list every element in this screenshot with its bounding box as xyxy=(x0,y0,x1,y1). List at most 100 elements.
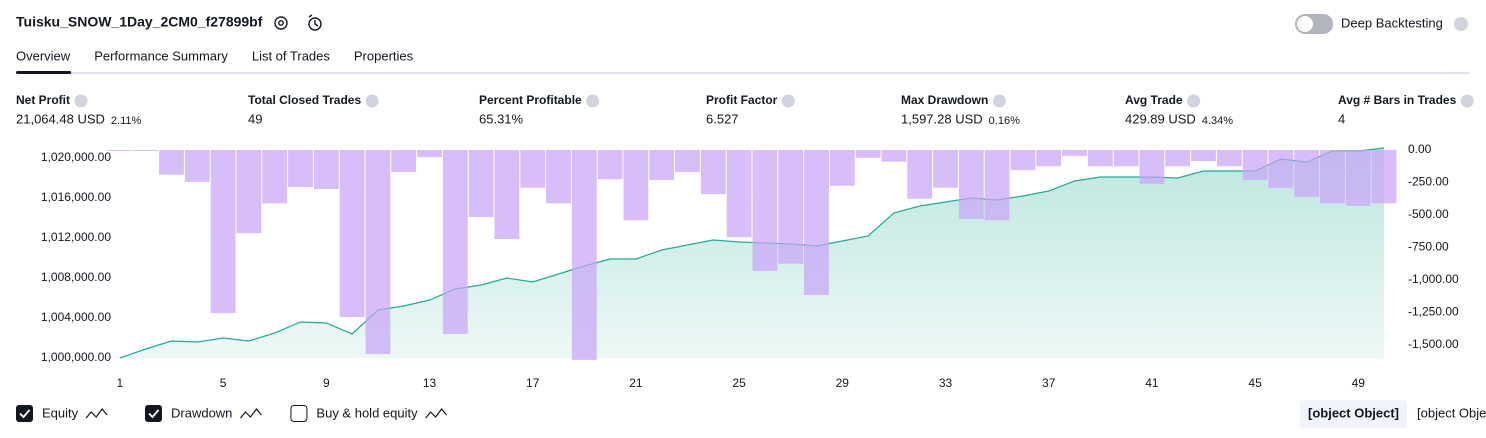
tab[interactable]: Performance Summary xyxy=(94,48,228,63)
drawdown-bar xyxy=(1294,150,1320,197)
y2-tick-label: 0.00 xyxy=(1408,142,1432,156)
drawdown-bar xyxy=(520,150,546,188)
drawdown-bar xyxy=(675,150,700,173)
drawdown-bar xyxy=(313,150,339,189)
drawdown-bar xyxy=(133,150,159,151)
x-tick-label: 45 xyxy=(1248,376,1262,390)
drawdown-bar xyxy=(752,150,778,271)
metric-change: 2.11% xyxy=(111,115,142,127)
y2-tick-label: -1,000.00 xyxy=(1408,272,1459,286)
deep-backtesting-toggle[interactable] xyxy=(1295,14,1333,34)
x-tick-label: 1 xyxy=(117,376,124,390)
x-tick-label: 49 xyxy=(1352,376,1366,390)
drawdown-bar xyxy=(184,150,210,182)
metric-value: 6.527 xyxy=(706,111,739,126)
drawdown-bar xyxy=(1165,150,1191,167)
drawdown-bar xyxy=(1062,150,1087,156)
metric-value: 1,597.28 USD xyxy=(901,111,983,126)
x-tick-label: 37 xyxy=(1042,376,1056,390)
metric-value: 49 xyxy=(248,111,262,126)
x-tick-label: 33 xyxy=(939,376,953,390)
drawdown-bar xyxy=(597,150,623,180)
y-tick-label: 1,020,000.00 xyxy=(41,150,111,164)
drawdown-bar xyxy=(1087,150,1113,167)
drawdown-bar xyxy=(1010,150,1036,171)
y-tick-label: 1,016,000.00 xyxy=(41,190,111,204)
y2-tick-label: -750.00 xyxy=(1408,240,1449,254)
legend-icon xyxy=(425,408,448,419)
drawdown-bar xyxy=(907,150,933,199)
drawdown-bar xyxy=(984,150,1010,221)
drawdown-bar xyxy=(855,150,881,158)
drawdown-bar xyxy=(339,150,365,318)
drawdown-bar xyxy=(442,150,468,334)
drawdown-bar xyxy=(417,150,442,158)
x-tick-label: 5 xyxy=(220,376,227,390)
toggle-label: Deep Backtesting xyxy=(1341,15,1443,30)
info-icon xyxy=(992,94,1006,108)
y-tick-label: 1,012,000.00 xyxy=(41,230,111,244)
drawdown-bar xyxy=(468,150,494,217)
x-tick-label: 21 xyxy=(629,376,643,390)
metric-label: Total Closed Trades xyxy=(248,93,361,107)
legend-icon xyxy=(239,408,262,419)
drawdown-bar xyxy=(1242,150,1268,180)
drawdown-bar xyxy=(778,150,804,264)
scale-button[interactable]: [object Object] xyxy=(1308,405,1399,420)
legend-toggle[interactable]: Equity xyxy=(16,405,108,422)
y-tick-label: 1,000,000.00 xyxy=(41,350,111,364)
drawdown-bar xyxy=(262,150,288,204)
info-icon xyxy=(365,94,379,108)
checkmark xyxy=(148,409,160,419)
drawdown-bar xyxy=(571,150,597,360)
drawdown-bar xyxy=(1268,150,1294,188)
metric-label: Max Drawdown xyxy=(901,93,988,107)
metric-value: 429.89 USD xyxy=(1125,111,1196,126)
metric-value: 21,064.48 USD xyxy=(16,111,105,126)
scale-button[interactable]: [object Object] xyxy=(1417,405,1486,420)
equity-line xyxy=(119,147,1385,359)
drawdown-bar xyxy=(881,150,907,162)
drawdown-bar xyxy=(1113,150,1139,167)
info-icon xyxy=(1187,94,1201,108)
tab[interactable]: Overview xyxy=(16,48,71,63)
checkmark xyxy=(19,409,31,419)
strategy-title: Tuisku_SNOW_1Day_2CM0_f27899bf xyxy=(16,14,263,30)
metric-value: 4 xyxy=(1338,111,1345,126)
y2-tick-label: -500.00 xyxy=(1408,207,1449,221)
drawdown-bar xyxy=(1036,150,1062,167)
tab[interactable]: List of Trades xyxy=(252,48,331,63)
legend-label: Buy & hold equity xyxy=(316,405,418,420)
drawdown-bar xyxy=(210,150,236,314)
y-tick-label: 1,004,000.00 xyxy=(41,310,111,324)
info-icon xyxy=(586,94,600,108)
x-tick-label: 9 xyxy=(323,376,330,390)
drawdown-bar xyxy=(700,150,726,195)
legend-toggle[interactable]: Drawdown xyxy=(145,405,262,422)
legend-label: Drawdown xyxy=(171,405,232,420)
settings-icon[interactable] xyxy=(274,16,288,30)
metric-label: Avg # Bars in Trades xyxy=(1338,93,1457,107)
drawdown-bar xyxy=(829,150,855,186)
drawdown-bar xyxy=(546,150,571,204)
drawdown-bar xyxy=(958,150,984,219)
drawdown-bar xyxy=(1345,150,1371,206)
y2-tick-label: -250.00 xyxy=(1408,175,1449,189)
metric-label: Net Profit xyxy=(16,93,70,107)
drawdown-bar xyxy=(649,150,675,180)
help-icon[interactable] xyxy=(1454,17,1468,31)
drawdown-bar xyxy=(804,150,829,295)
active-tab-underline xyxy=(16,71,72,74)
y2-tick-label: -1,500.00 xyxy=(1408,337,1459,351)
drawdown-bar xyxy=(1320,150,1345,204)
metric-value: 65.31% xyxy=(479,111,524,126)
drawdown-bar xyxy=(494,150,520,240)
tab[interactable]: Properties xyxy=(354,48,414,63)
x-tick-label: 13 xyxy=(423,376,437,390)
drawdown-bar xyxy=(1216,150,1242,167)
replay-icon[interactable] xyxy=(308,14,322,31)
x-tick-label: 41 xyxy=(1145,376,1159,390)
legend-toggle[interactable]: Buy & hold equity xyxy=(290,405,448,422)
drawdown-bar xyxy=(107,150,133,151)
